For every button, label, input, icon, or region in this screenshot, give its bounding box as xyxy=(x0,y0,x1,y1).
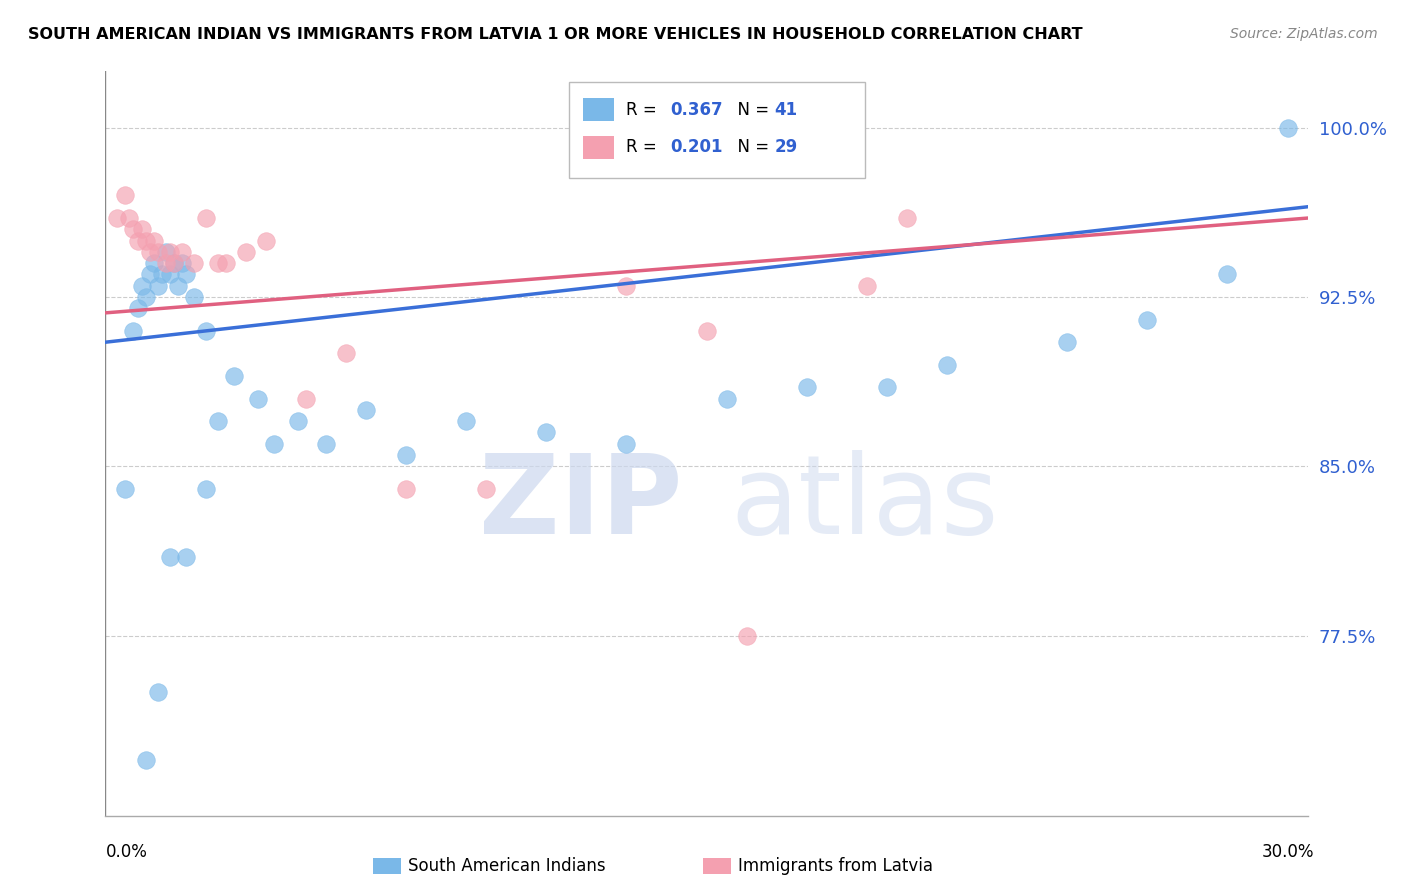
Text: 0.0%: 0.0% xyxy=(105,843,148,861)
Point xyxy=(174,268,197,282)
Text: SOUTH AMERICAN INDIAN VS IMMIGRANTS FROM LATVIA 1 OR MORE VEHICLES IN HOUSEHOLD : SOUTH AMERICAN INDIAN VS IMMIGRANTS FROM… xyxy=(28,27,1083,42)
Point xyxy=(207,256,229,270)
Point xyxy=(395,482,418,496)
Point xyxy=(235,244,257,259)
Point xyxy=(335,346,357,360)
Point xyxy=(162,256,184,270)
Point xyxy=(456,414,478,428)
Point xyxy=(855,278,877,293)
Text: South American Indians: South American Indians xyxy=(408,857,606,875)
Point xyxy=(315,436,337,450)
Point xyxy=(155,244,177,259)
Point xyxy=(1216,268,1239,282)
Text: ZIP: ZIP xyxy=(479,450,682,557)
Point xyxy=(796,380,818,394)
Point xyxy=(354,403,377,417)
Point xyxy=(107,211,129,225)
Point xyxy=(135,234,157,248)
Point xyxy=(159,549,181,564)
Point xyxy=(183,256,205,270)
Point xyxy=(222,369,245,384)
Point xyxy=(162,256,184,270)
Point xyxy=(254,234,277,248)
Text: 0.367: 0.367 xyxy=(671,101,723,119)
Point xyxy=(263,436,285,450)
Point xyxy=(155,256,177,270)
Point xyxy=(936,358,959,372)
Point xyxy=(194,324,217,338)
Point xyxy=(114,482,136,496)
Point xyxy=(896,211,918,225)
Point xyxy=(146,278,169,293)
Point xyxy=(127,234,149,248)
Point xyxy=(1136,312,1159,326)
Point xyxy=(214,256,236,270)
Point xyxy=(174,549,197,564)
Text: 41: 41 xyxy=(775,101,797,119)
Point xyxy=(118,211,141,225)
Point xyxy=(131,278,153,293)
Point xyxy=(207,414,229,428)
Point xyxy=(716,392,738,406)
Point xyxy=(159,244,181,259)
Point xyxy=(1277,120,1299,135)
Point xyxy=(127,301,149,316)
Point xyxy=(287,414,309,428)
Text: Source: ZipAtlas.com: Source: ZipAtlas.com xyxy=(1230,27,1378,41)
Point xyxy=(135,753,157,767)
Point xyxy=(146,244,169,259)
Point xyxy=(150,268,173,282)
Point xyxy=(166,278,188,293)
Point xyxy=(475,482,498,496)
Point xyxy=(616,436,638,450)
Point xyxy=(138,244,160,259)
Point xyxy=(170,244,193,259)
Point xyxy=(114,188,136,202)
Point xyxy=(135,290,157,304)
Point xyxy=(142,234,165,248)
Point xyxy=(616,278,638,293)
Point xyxy=(395,448,418,462)
Point xyxy=(122,324,145,338)
Point xyxy=(159,268,181,282)
Text: 0.201: 0.201 xyxy=(671,138,723,156)
Point xyxy=(142,256,165,270)
Point xyxy=(735,629,758,643)
Point xyxy=(170,256,193,270)
Text: Immigrants from Latvia: Immigrants from Latvia xyxy=(738,857,934,875)
Point xyxy=(146,685,169,699)
Text: N =: N = xyxy=(727,101,775,119)
Text: 29: 29 xyxy=(775,138,799,156)
Point xyxy=(194,482,217,496)
Point xyxy=(1056,335,1078,350)
Point xyxy=(194,211,217,225)
Point xyxy=(696,324,718,338)
Text: atlas: atlas xyxy=(731,450,1000,557)
Point xyxy=(876,380,898,394)
Point xyxy=(183,290,205,304)
Point xyxy=(295,392,318,406)
Point xyxy=(138,268,160,282)
Text: R =: R = xyxy=(626,138,662,156)
Text: 30.0%: 30.0% xyxy=(1263,843,1315,861)
Point xyxy=(536,425,558,440)
Text: R =: R = xyxy=(626,101,662,119)
Point xyxy=(246,392,269,406)
Text: N =: N = xyxy=(727,138,775,156)
Point xyxy=(122,222,145,236)
Point xyxy=(131,222,153,236)
